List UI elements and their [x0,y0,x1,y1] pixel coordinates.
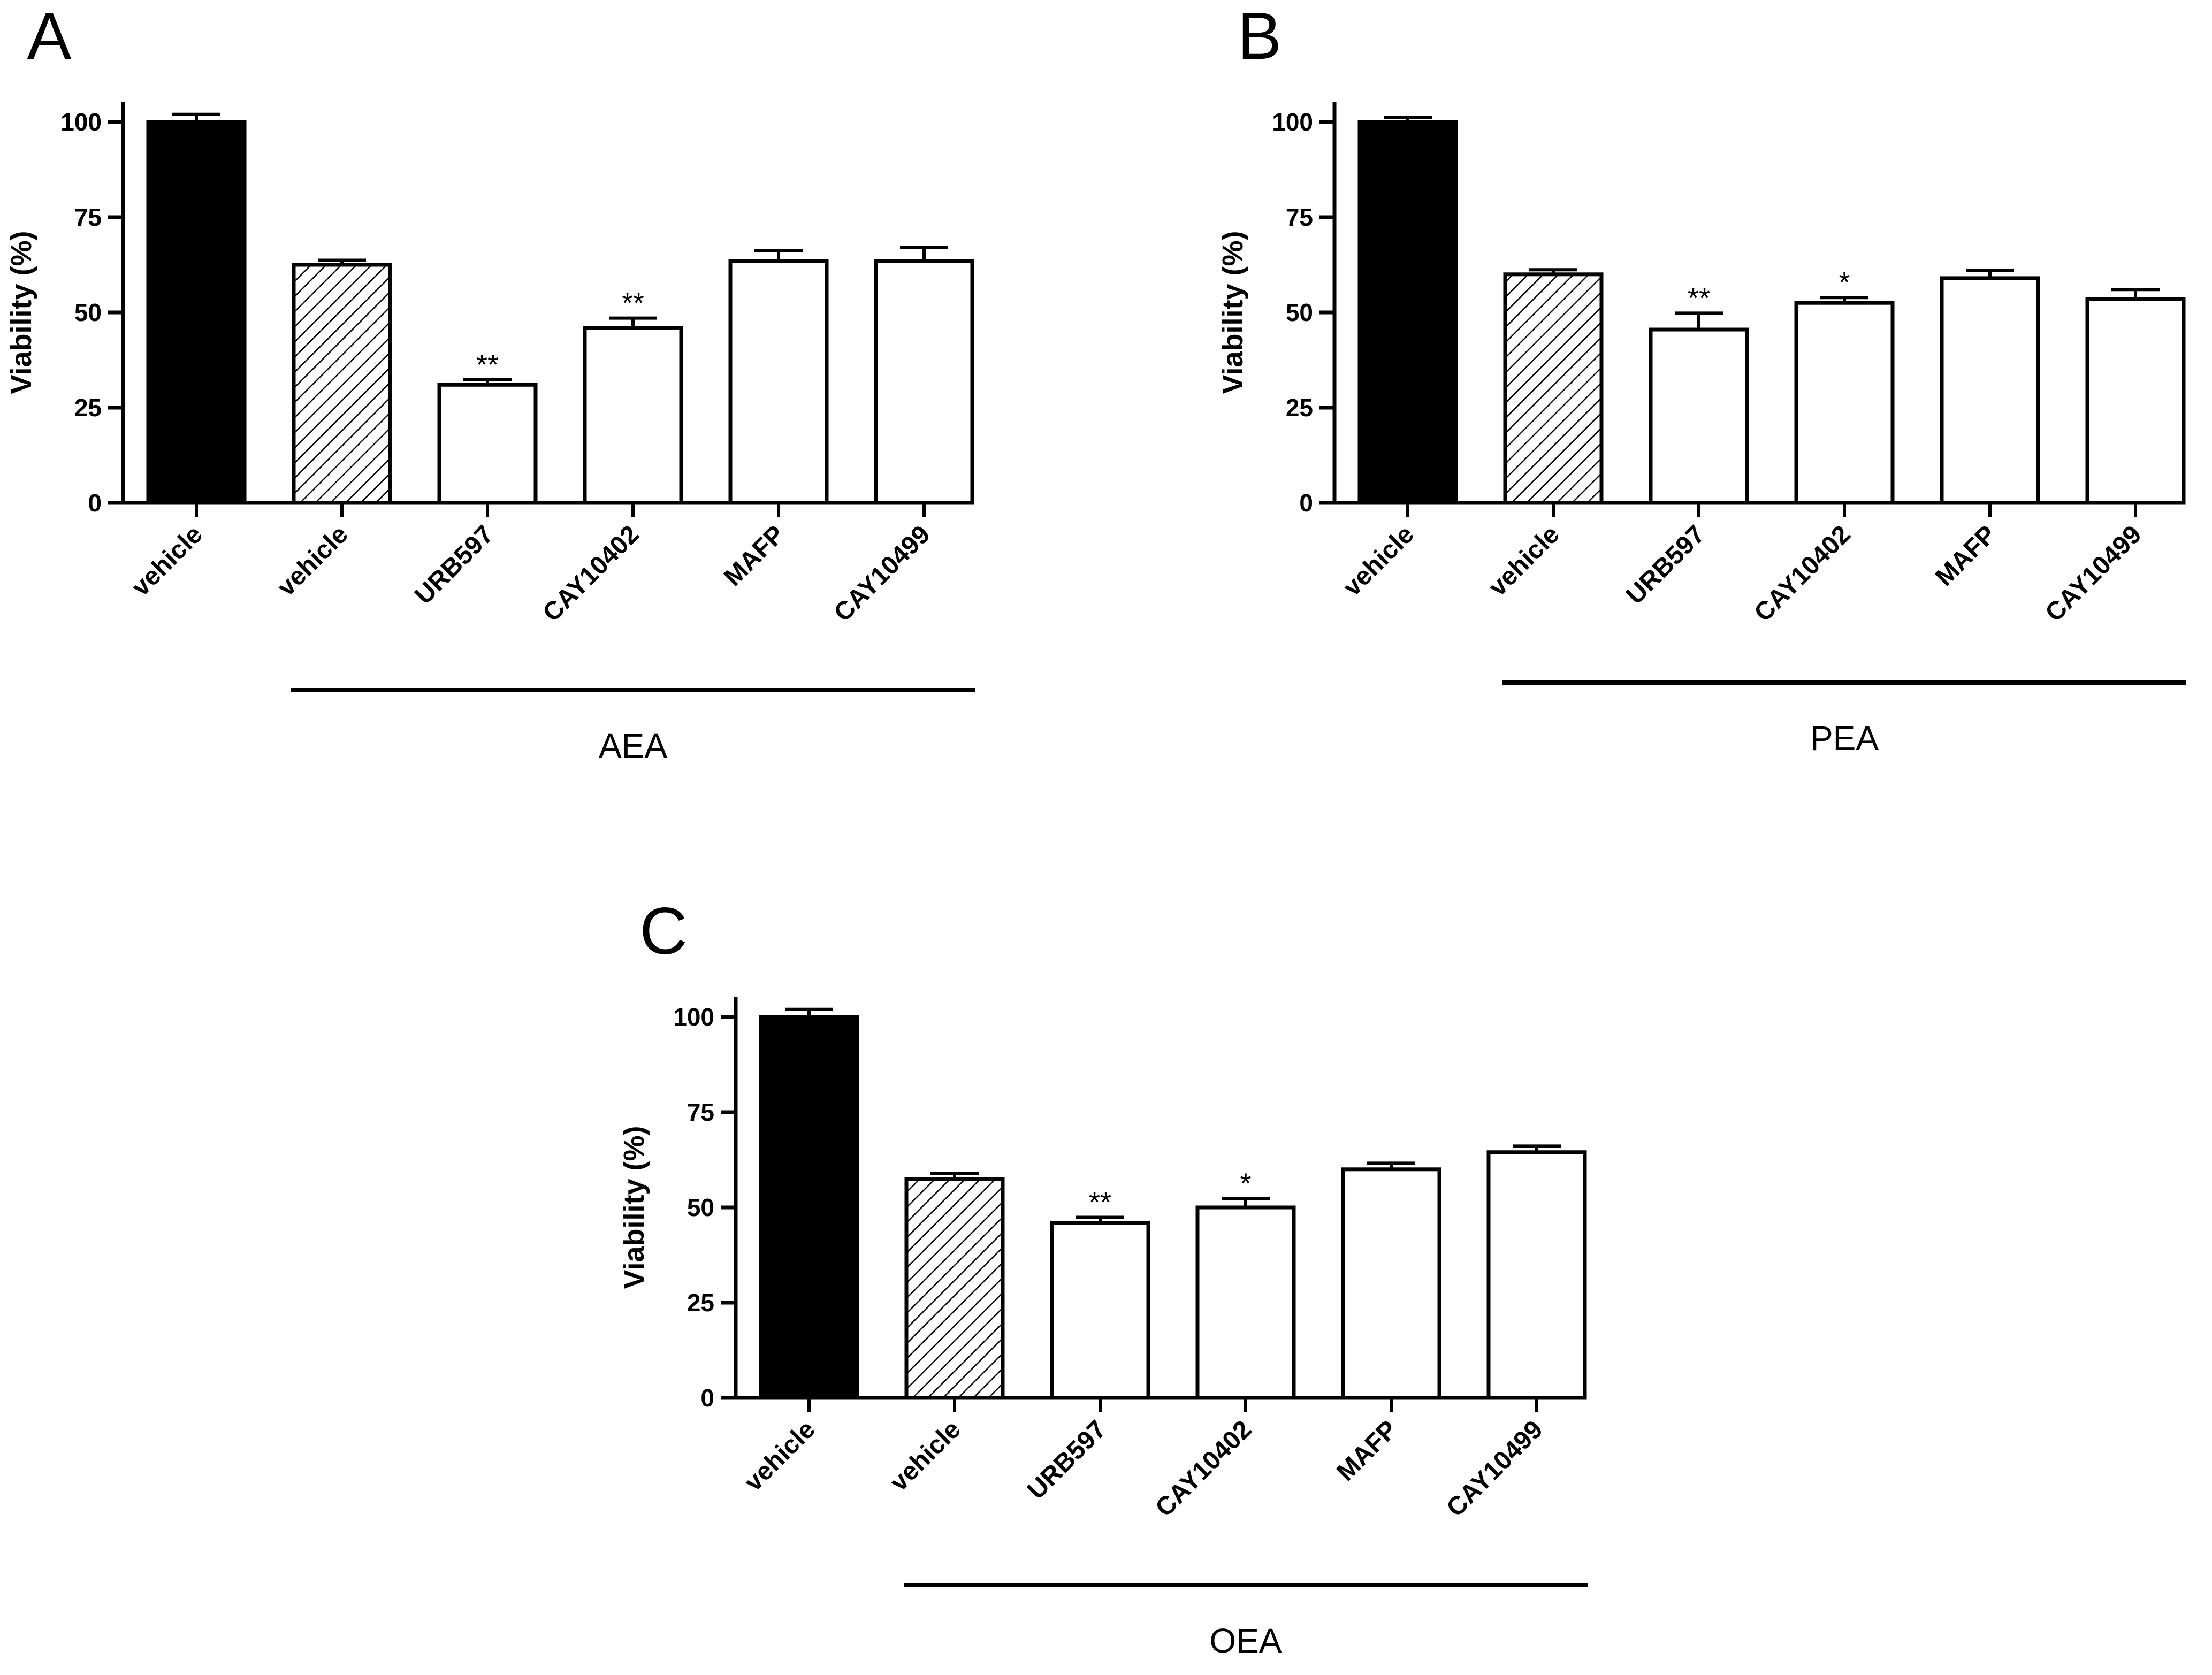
significance-marker: ** [1688,282,1710,314]
category-label: URB597 [1621,520,1711,610]
y-tick-label: 25 [1286,394,1313,422]
bar [1794,301,1895,505]
group-label: AEA [599,726,667,765]
bar [2085,297,2186,505]
category-label: vehicle [739,1415,821,1497]
panel-c: C 0 25 50 75 100 Viability (%) vehicle vehicle UR… [618,894,1588,1660]
panel-a: A 0 25 50 75 100 Viability (%) vehicle vehicle UR… [5,0,975,765]
panel-letter: A [27,0,72,73]
y-tick-label: 50 [1286,299,1313,326]
bar [1195,1205,1296,1400]
bar [292,263,392,505]
y-tick-label: 100 [60,108,102,136]
y-tick-label: 100 [1272,108,1313,136]
significance-marker: ** [1089,1187,1111,1219]
y-tick-label: 25 [687,1289,714,1317]
bar [1649,327,1749,505]
panel-b: B 0 25 50 75 100 Viability (%) vehicle vehicle UR… [1217,0,2186,758]
bar [1357,120,1458,505]
y-tick-label: 75 [1286,203,1313,231]
category-label: CAY10402 [537,520,644,627]
panel-letter: C [639,894,688,968]
y-tick-label: 0 [1299,489,1313,517]
y-tick-label: 50 [74,299,102,326]
y-tick-label: 0 [88,489,102,517]
y-tick-label: 25 [74,394,102,422]
category-label: CAY10499 [1441,1415,1548,1522]
bar [728,259,829,505]
significance-marker: ** [622,287,644,319]
bar [1050,1220,1150,1400]
bar [1341,1167,1441,1400]
category-label: CAY10402 [1749,520,1856,627]
category-label: URB597 [1022,1415,1112,1505]
y-tick-label: 0 [700,1384,714,1412]
significance-marker: * [1240,1168,1251,1200]
category-label: vehicle [884,1415,966,1497]
category-label: MAFP [719,520,790,592]
category-label: MAFP [1930,520,2002,592]
group-label: PEA [1810,719,1879,758]
y-tick-label: 75 [74,203,102,231]
significance-marker: * [1839,266,1850,299]
y-axis-label: Viability (%) [618,1126,650,1289]
category-label: MAFP [1331,1415,1403,1487]
bar [1503,272,1604,505]
y-tick-label: 100 [673,1003,714,1031]
category-label: CAY10499 [2040,520,2147,627]
category-label: CAY10402 [1150,1415,1257,1522]
bar [759,1015,859,1400]
category-label: vehicle [1483,520,1565,602]
bar [146,120,247,505]
category-label: vehicle [272,520,354,602]
y-tick-label: 50 [687,1194,714,1221]
category-label: vehicle [1338,520,1420,602]
category-label: CAY10499 [828,520,935,627]
bar [437,383,538,505]
bar [1486,1150,1587,1400]
bar [874,259,974,505]
bar [904,1177,1005,1400]
bar [583,325,683,505]
y-axis-label: Viability (%) [1217,231,1249,394]
group-label: OEA [1209,1622,1282,1660]
category-label: URB597 [409,520,499,610]
significance-marker: ** [476,349,499,381]
bar [1940,276,2040,505]
category-label: vehicle [126,520,208,602]
panel-letter: B [1238,0,1282,73]
y-axis-label: Viability (%) [5,231,37,394]
y-tick-label: 75 [687,1098,714,1126]
